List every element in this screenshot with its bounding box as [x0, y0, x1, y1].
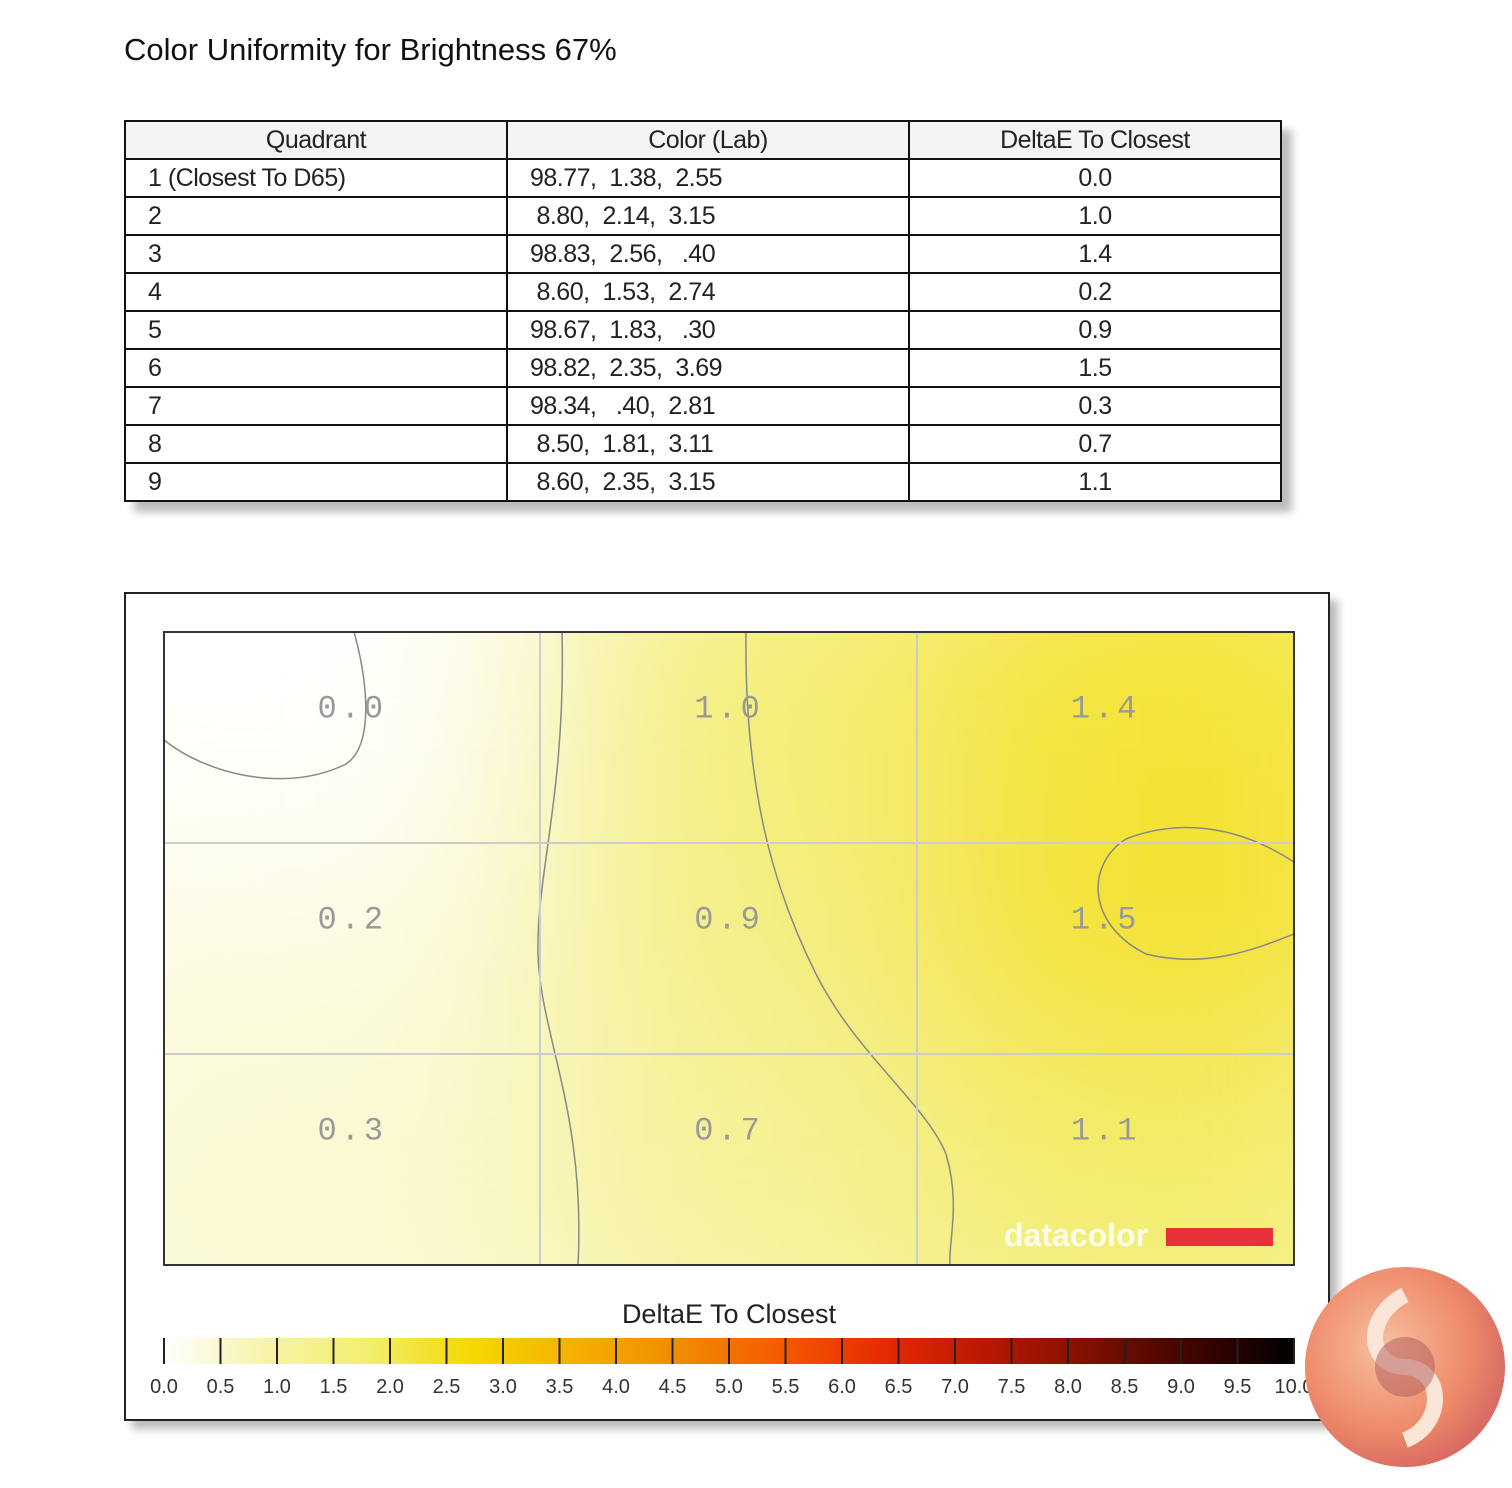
page-title: Color Uniformity for Brightness 67%: [124, 32, 617, 67]
heatmap-cell: [540, 632, 918, 843]
table-row: 5 98.67, 1.83, .30 0.9: [124, 310, 1282, 350]
colorbar-tick-label: 9.5: [1224, 1376, 1252, 1398]
deltae-cell: 0.2: [908, 272, 1282, 312]
colorbar-tick-label: 1.5: [320, 1376, 348, 1398]
heatmap-chart: 0.0 1.0 1.4 0.2 0.9 1.5 0.3 0.7 1.1 datacolor De…: [150, 631, 1314, 1398]
heatmap-border: [163, 631, 1295, 1266]
deltae-cell: 1.5: [908, 348, 1282, 388]
cell-value-label: 1.4: [1071, 691, 1141, 728]
deltae-cell: 1.1: [908, 462, 1282, 502]
quadrant-cell: 7: [124, 386, 508, 426]
deltae-cell: 1.4: [908, 234, 1282, 274]
svg-text:datacolor: datacolor: [1004, 1217, 1148, 1253]
colorbar-tick-label: 4.5: [659, 1376, 687, 1398]
deltae-cell: 1.0: [908, 196, 1282, 236]
colorbar-tick-label: 8.0: [1054, 1376, 1082, 1398]
cell-value-label: 1.0: [694, 691, 764, 728]
cell-value-label: 0.0: [318, 691, 388, 728]
table-row: 3 98.83, 2.56, .40 1.4: [124, 234, 1282, 274]
deltae-cell: 0.9: [908, 310, 1282, 350]
heatmap-cell: [164, 843, 541, 1054]
colorbar-tick-label: 8.5: [1111, 1376, 1139, 1398]
deltae-cell: 0.3: [908, 386, 1282, 426]
quadrant-cell: 8: [124, 424, 508, 464]
quadrant-cell: 2: [124, 196, 508, 236]
site-logo: [1305, 1267, 1505, 1467]
table-row: 8 8.50, 1.81, 3.11 0.7: [124, 424, 1282, 464]
heatmap-panel: 0.0 1.0 1.4 0.2 0.9 1.5 0.3 0.7 1.1 datacolor De…: [124, 592, 1330, 1421]
cell-value-label: 1.1: [1071, 1113, 1141, 1150]
contour-lines: [164, 632, 1294, 1265]
colorbar-tick-label: 6.5: [885, 1376, 913, 1398]
colorbar-tick-label: 7.5: [998, 1376, 1026, 1398]
colorbar-tick-label: 3.0: [489, 1376, 517, 1398]
colorbar-tick-label: 2.0: [376, 1376, 404, 1398]
colorbar-tick-label: 0.0: [150, 1376, 178, 1398]
heatmap-cell: [917, 632, 1294, 843]
deltae-cell: 0.7: [908, 424, 1282, 464]
colorbar-tick-label: 7.0: [941, 1376, 969, 1398]
heatmap-cell: [164, 632, 541, 843]
colorbar-title: DeltaE To Closest: [622, 1299, 837, 1329]
quadrant-cell: 5: [124, 310, 508, 350]
cell-value-label: 0.9: [694, 902, 764, 939]
color-lab-cell: 98.83, 2.56, .40: [506, 234, 910, 274]
heatmap-cell: [917, 843, 1294, 1054]
cell-value-label: 0.2: [318, 902, 388, 939]
cell-value-label: 0.7: [694, 1113, 764, 1150]
color-lab-cell: 8.50, 1.81, 3.11: [506, 424, 910, 464]
color-lab-cell: 8.80, 2.14, 3.15: [506, 196, 910, 236]
color-lab-cell: 8.60, 1.53, 2.74: [506, 272, 910, 312]
deltae-cell: 0.0: [908, 158, 1282, 198]
color-lab-cell: 98.67, 1.83, .30: [506, 310, 910, 350]
quadrant-cell: 3: [124, 234, 508, 274]
table-row: 7 98.34, .40, 2.81 0.3: [124, 386, 1282, 426]
heatmap-cell: [540, 843, 918, 1054]
colorbar-tick-label: 1.0: [263, 1376, 291, 1398]
colorbar-tick-label: 5.5: [772, 1376, 800, 1398]
color-lab-cell: 98.77, 1.38, 2.55: [506, 158, 910, 198]
cell-value-label: 0.3: [318, 1113, 388, 1150]
heatmap-cell: [164, 1054, 541, 1265]
quadrant-cell: 6: [124, 348, 508, 388]
header-quadrant: Quadrant: [124, 120, 508, 160]
table-row: 1 (Closest To D65) 98.77, 1.38, 2.55 0.0: [124, 158, 1282, 198]
table-row: 2 8.80, 2.14, 3.15 1.0: [124, 196, 1282, 236]
table-row: 9 8.60, 2.35, 3.15 1.1: [124, 462, 1282, 502]
colorbar-tick-label: 3.5: [546, 1376, 574, 1398]
color-lab-cell: 98.82, 2.35, 3.69: [506, 348, 910, 388]
cell-value-label: 1.5: [1071, 902, 1141, 939]
heatmap-cell: [540, 1054, 918, 1265]
color-uniformity-table: Quadrant Color (Lab) DeltaE To Closest 1…: [124, 120, 1282, 502]
color-lab-cell: 98.34, .40, 2.81: [506, 386, 910, 426]
colorbar-tick-label: 9.0: [1167, 1376, 1195, 1398]
table-row: 6 98.82, 2.35, 3.69 1.5: [124, 348, 1282, 388]
quadrant-cell: 1 (Closest To D65): [124, 158, 508, 198]
colorbar-tick-label: 5.0: [715, 1376, 743, 1398]
colorbar-tick-label: 0.5: [207, 1376, 235, 1398]
colorbar-tick-label: 6.0: [828, 1376, 856, 1398]
datacolor-logo: datacolor: [1004, 1217, 1273, 1253]
quadrant-cell: 4: [124, 272, 508, 312]
header-color-lab: Color (Lab): [506, 120, 910, 160]
header-deltae: DeltaE To Closest: [908, 120, 1282, 160]
table-row: 4 8.60, 1.53, 2.74 0.2: [124, 272, 1282, 312]
grid-lines: [164, 632, 1294, 1265]
color-lab-cell: 8.60, 2.35, 3.15: [506, 462, 910, 502]
colorbar-tick-label: 2.5: [433, 1376, 461, 1398]
colorbar-tick-label: 4.0: [602, 1376, 630, 1398]
quadrant-cell: 9: [124, 462, 508, 502]
colorbar-tick-label: 10.0: [1275, 1376, 1314, 1398]
